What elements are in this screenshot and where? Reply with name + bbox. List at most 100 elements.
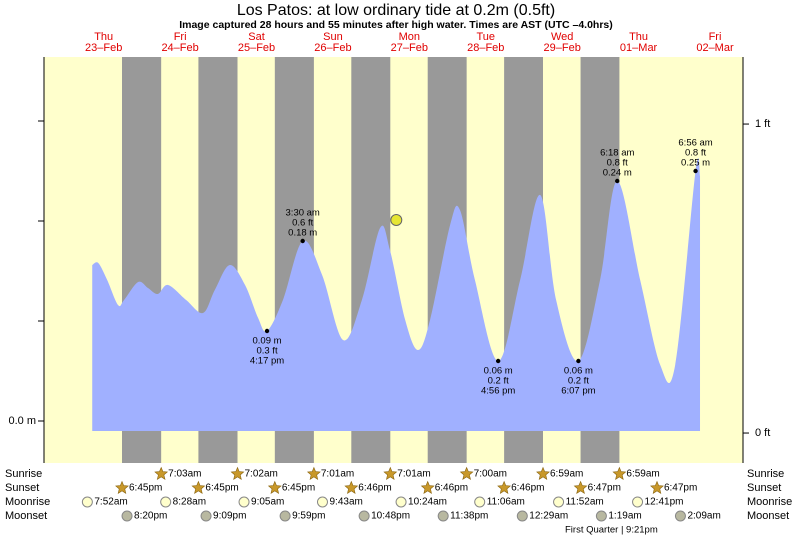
day-name: Sat: [248, 31, 265, 43]
y2-tick-label: 0 ft: [755, 427, 770, 439]
extreme-label: 0.24 m: [603, 168, 632, 179]
day-name: Fri: [709, 31, 722, 43]
y2-tick-label: 1 ft: [755, 118, 770, 130]
extreme-label: 0.09 m: [253, 336, 282, 347]
row-label-right: Moonset: [747, 510, 789, 522]
tide-area: [92, 158, 701, 432]
event-time: 7:03am: [168, 469, 201, 480]
sun-icon: [420, 480, 435, 494]
row-label-right: Moonrise: [747, 496, 792, 508]
day-date: 23–Feb: [85, 42, 122, 54]
moon-icon: [595, 510, 607, 522]
event-time: 6:45pm: [205, 483, 238, 494]
day-name: Tue: [476, 31, 495, 43]
event-time: 6:46pm: [435, 483, 468, 494]
day-name: Sun: [323, 31, 343, 43]
moon-icon: [81, 496, 93, 508]
moon-icon: [358, 510, 370, 522]
extreme-label: 0.8 ft: [685, 148, 706, 159]
day-date: 27–Feb: [391, 42, 428, 54]
event-time: 11:06am: [487, 497, 525, 508]
row-label-right: Sunrise: [747, 468, 784, 480]
current-tide-marker: [390, 214, 403, 226]
moon-icon: [516, 510, 528, 522]
extreme-point: [264, 328, 270, 334]
event-time: 6:46pm: [511, 483, 544, 494]
chart-subtitle: Image captured 28 hours and 55 minutes a…: [179, 19, 613, 31]
sun-icon: [344, 480, 359, 494]
chart-title: Los Patos: at low ordinary tide at 0.2m …: [237, 2, 555, 19]
sun-icon: [230, 466, 245, 480]
row-label: Moonset: [5, 510, 47, 522]
event-time: 6:46pm: [358, 483, 391, 494]
day-date: 29–Feb: [544, 42, 581, 54]
moon-icon: [474, 496, 486, 508]
moon-icon: [553, 496, 565, 508]
moon-phase: First Quarter | 9:21pm: [565, 525, 658, 536]
extreme-label: 0.8 ft: [607, 158, 628, 169]
day-name: Wed: [551, 31, 573, 43]
event-time: 7:52am: [94, 497, 127, 508]
moon-icon: [279, 510, 291, 522]
event-time: 10:24am: [408, 497, 447, 508]
moon-icon: [395, 496, 407, 508]
event-time: 8:28am: [173, 497, 206, 508]
sun-icon: [573, 480, 588, 494]
event-time: 6:47pm: [588, 483, 621, 494]
extreme-label: 6:56 am: [678, 138, 712, 149]
event-time: 9:43am: [329, 497, 362, 508]
extreme-point: [615, 178, 620, 184]
sun-icon: [459, 466, 474, 480]
moon-icon: [121, 510, 133, 522]
extreme-label: 0.18 m: [288, 228, 317, 239]
sun-icon: [154, 466, 169, 480]
event-time: 12:29am: [529, 511, 568, 522]
extreme-point: [693, 168, 698, 174]
extreme-label: 0.25 m: [681, 158, 710, 169]
sun-icon: [536, 466, 550, 480]
event-time: 1:19am: [608, 511, 641, 522]
row-label: Sunset: [5, 482, 39, 494]
sun-icon: [612, 466, 627, 480]
row-label-right: Sunset: [747, 482, 781, 494]
extreme-label: 0.06 m: [564, 366, 593, 377]
day-date: 28–Feb: [467, 42, 504, 54]
event-time: 9:59pm: [292, 511, 325, 522]
sun-icon: [306, 466, 321, 480]
sun-icon: [650, 480, 664, 494]
event-time: 9:09pm: [213, 511, 246, 522]
event-time: 11:38pm: [450, 511, 488, 522]
extreme-label: 4:56 pm: [481, 386, 515, 397]
moon-icon: [238, 496, 250, 508]
extreme-label: 4:17 pm: [250, 356, 284, 367]
event-time: 6:47pm: [664, 483, 697, 494]
day-date: 26–Feb: [314, 42, 351, 54]
extreme-label: 0.06 m: [484, 366, 513, 377]
event-time: 11:52am: [566, 497, 604, 508]
moon-icon: [316, 496, 328, 508]
event-time: 6:45pm: [282, 483, 315, 494]
event-time: 8:20pm: [134, 511, 167, 522]
extreme-point: [495, 358, 501, 364]
y-tick-label: 0.0 m: [8, 415, 36, 427]
day-date: 25–Feb: [238, 42, 275, 54]
sun-icon: [191, 480, 206, 494]
extreme-label: 6:18 am: [600, 148, 634, 159]
extreme-point: [576, 358, 581, 364]
moon-icon: [200, 510, 212, 522]
sun-icon: [267, 480, 282, 494]
event-time: 7:01am: [321, 469, 354, 480]
event-time: 9:05am: [251, 497, 284, 508]
extreme-label: 0.2 ft: [488, 376, 509, 387]
sun-icon: [497, 480, 512, 494]
moon-icon: [632, 496, 644, 508]
extreme-point: [300, 238, 305, 244]
row-label: Sunrise: [5, 468, 42, 480]
event-time: 7:01am: [397, 469, 430, 480]
extreme-label: 0.6 ft: [292, 218, 313, 229]
event-time: 2:09am: [687, 511, 720, 522]
extreme-label: 6:07 pm: [561, 386, 595, 397]
moon-icon: [437, 510, 449, 522]
event-time: 6:45pm: [129, 483, 162, 494]
